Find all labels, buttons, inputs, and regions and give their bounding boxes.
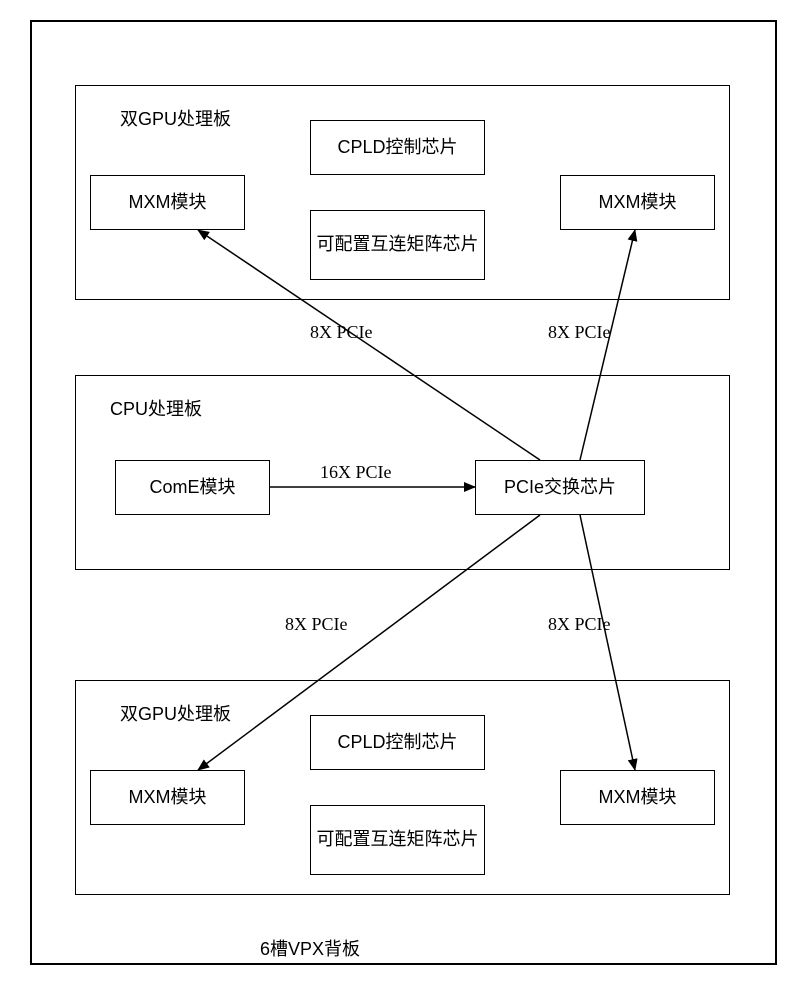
gpu-bottom-mxm-left: MXM模块: [90, 770, 245, 825]
gpu-bottom-cpld: CPLD控制芯片: [310, 715, 485, 770]
cpu-title: CPU处理板: [110, 395, 202, 421]
backplane-label: 6槽VPX背板: [260, 935, 360, 961]
gpu-top-mxm-right: MXM模块: [560, 175, 715, 230]
gpu-bottom-matrix: 可配置互连矩阵芯片: [310, 805, 485, 875]
gpu-bottom-title: 双GPU处理板: [120, 700, 231, 726]
cpu-pcie-switch: PCIe交换芯片: [475, 460, 645, 515]
gpu-top-title: 双GPU处理板: [120, 105, 231, 131]
gpu-bottom-mxm-right: MXM模块: [560, 770, 715, 825]
gpu-top-mxm-left: MXM模块: [90, 175, 245, 230]
gpu-top-cpld: CPLD控制芯片: [310, 120, 485, 175]
gpu-top-matrix: 可配置互连矩阵芯片: [310, 210, 485, 280]
cpu-come: ComE模块: [115, 460, 270, 515]
